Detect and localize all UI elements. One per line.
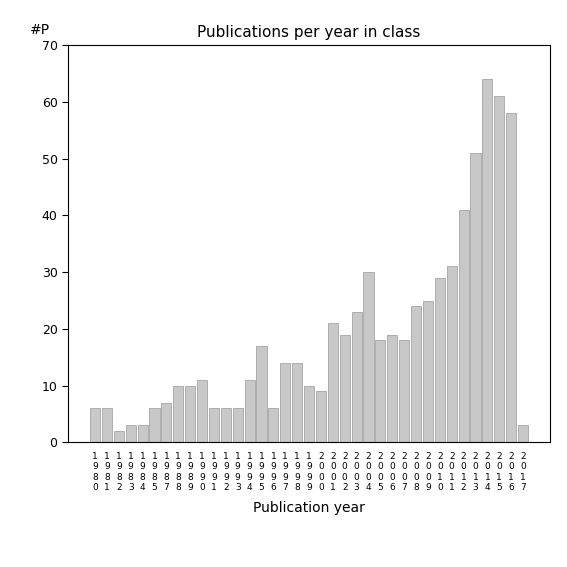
Bar (506, 113, 516, 442)
Bar (483, 79, 492, 442)
Bar (447, 266, 457, 442)
Title: Publications per year in class: Publications per year in class (197, 25, 421, 40)
X-axis label: Publication year: Publication year (253, 501, 365, 514)
Bar (292, 363, 302, 442)
Bar (221, 408, 231, 442)
Bar (149, 408, 159, 442)
Bar (138, 425, 147, 442)
Bar (340, 335, 350, 442)
Bar (471, 153, 480, 442)
Bar (90, 408, 100, 442)
Bar (411, 306, 421, 442)
Bar (102, 408, 112, 442)
Text: #P: #P (29, 23, 49, 37)
Bar (387, 335, 397, 442)
Bar (244, 380, 255, 442)
Bar (126, 425, 136, 442)
Bar (316, 391, 326, 442)
Bar (209, 408, 219, 442)
Bar (494, 96, 504, 442)
Bar (423, 301, 433, 442)
Bar (459, 210, 469, 442)
Bar (518, 425, 528, 442)
Bar (280, 363, 290, 442)
Bar (232, 408, 243, 442)
Bar (268, 408, 278, 442)
Bar (363, 272, 374, 442)
Bar (375, 340, 386, 442)
Bar (328, 323, 338, 442)
Bar (185, 386, 195, 442)
Bar (352, 312, 362, 442)
Bar (173, 386, 183, 442)
Bar (197, 380, 207, 442)
Bar (256, 346, 266, 442)
Bar (435, 278, 445, 442)
Bar (399, 340, 409, 442)
Bar (161, 403, 171, 442)
Bar (304, 386, 314, 442)
Bar (114, 431, 124, 442)
